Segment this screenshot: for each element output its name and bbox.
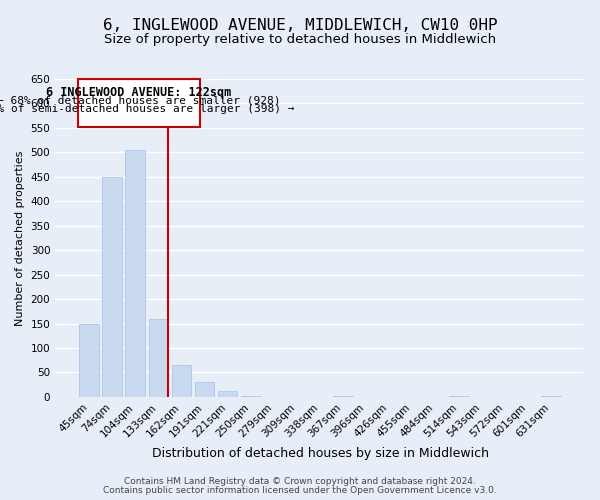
Text: 6 INGLEWOOD AVENUE: 122sqm: 6 INGLEWOOD AVENUE: 122sqm [46,86,232,100]
Bar [149,318,168,397]
Text: Contains HM Land Registry data © Crown copyright and database right 2024.: Contains HM Land Registry data © Crown c… [124,477,476,486]
Text: 6, INGLEWOOD AVENUE, MIDDLEWICH, CW10 0HP: 6, INGLEWOOD AVENUE, MIDDLEWICH, CW10 0H… [103,18,497,32]
Bar [449,396,469,397]
Bar [195,382,214,397]
Bar [172,365,191,397]
Text: Size of property relative to detached houses in Middlewich: Size of property relative to detached ho… [104,32,496,46]
Text: Contains public sector information licensed under the Open Government Licence v3: Contains public sector information licen… [103,486,497,495]
Bar [79,324,99,397]
Text: 29% of semi-detached houses are larger (398) →: 29% of semi-detached houses are larger (… [0,104,294,114]
Bar [241,396,260,397]
Bar [334,396,353,397]
X-axis label: Distribution of detached houses by size in Middlewich: Distribution of detached houses by size … [152,447,488,460]
Bar [218,391,238,397]
Bar [103,178,122,397]
FancyBboxPatch shape [78,80,200,128]
Text: ← 68% of detached houses are smaller (928): ← 68% of detached houses are smaller (92… [0,96,281,106]
Bar [541,396,561,397]
Bar [125,150,145,397]
Y-axis label: Number of detached properties: Number of detached properties [15,150,25,326]
